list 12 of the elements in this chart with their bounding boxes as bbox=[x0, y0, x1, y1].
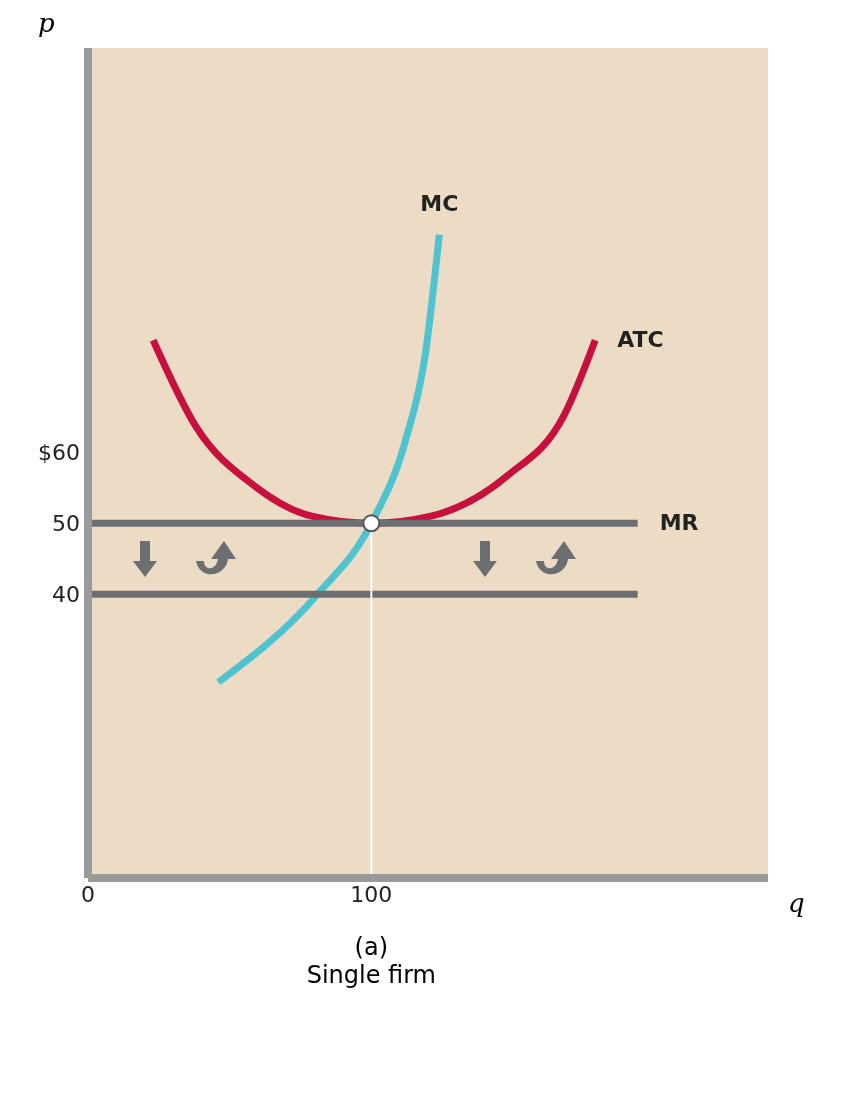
y-tick-label: 40 bbox=[52, 582, 80, 608]
x-axis-title: q bbox=[788, 888, 805, 918]
series-label: MR bbox=[659, 510, 699, 536]
text: (a) bbox=[353, 933, 390, 961]
y-tick-label: $60 bbox=[38, 440, 80, 466]
x-tick-label: 100 bbox=[350, 881, 393, 907]
text: Single firm bbox=[305, 961, 437, 989]
series-label: ATC bbox=[617, 327, 664, 353]
y-axis-title: p bbox=[38, 8, 55, 38]
x-tick-label: 0 bbox=[81, 881, 95, 907]
series-label: MC bbox=[420, 190, 459, 216]
y-tick-label: 50 bbox=[52, 511, 80, 537]
